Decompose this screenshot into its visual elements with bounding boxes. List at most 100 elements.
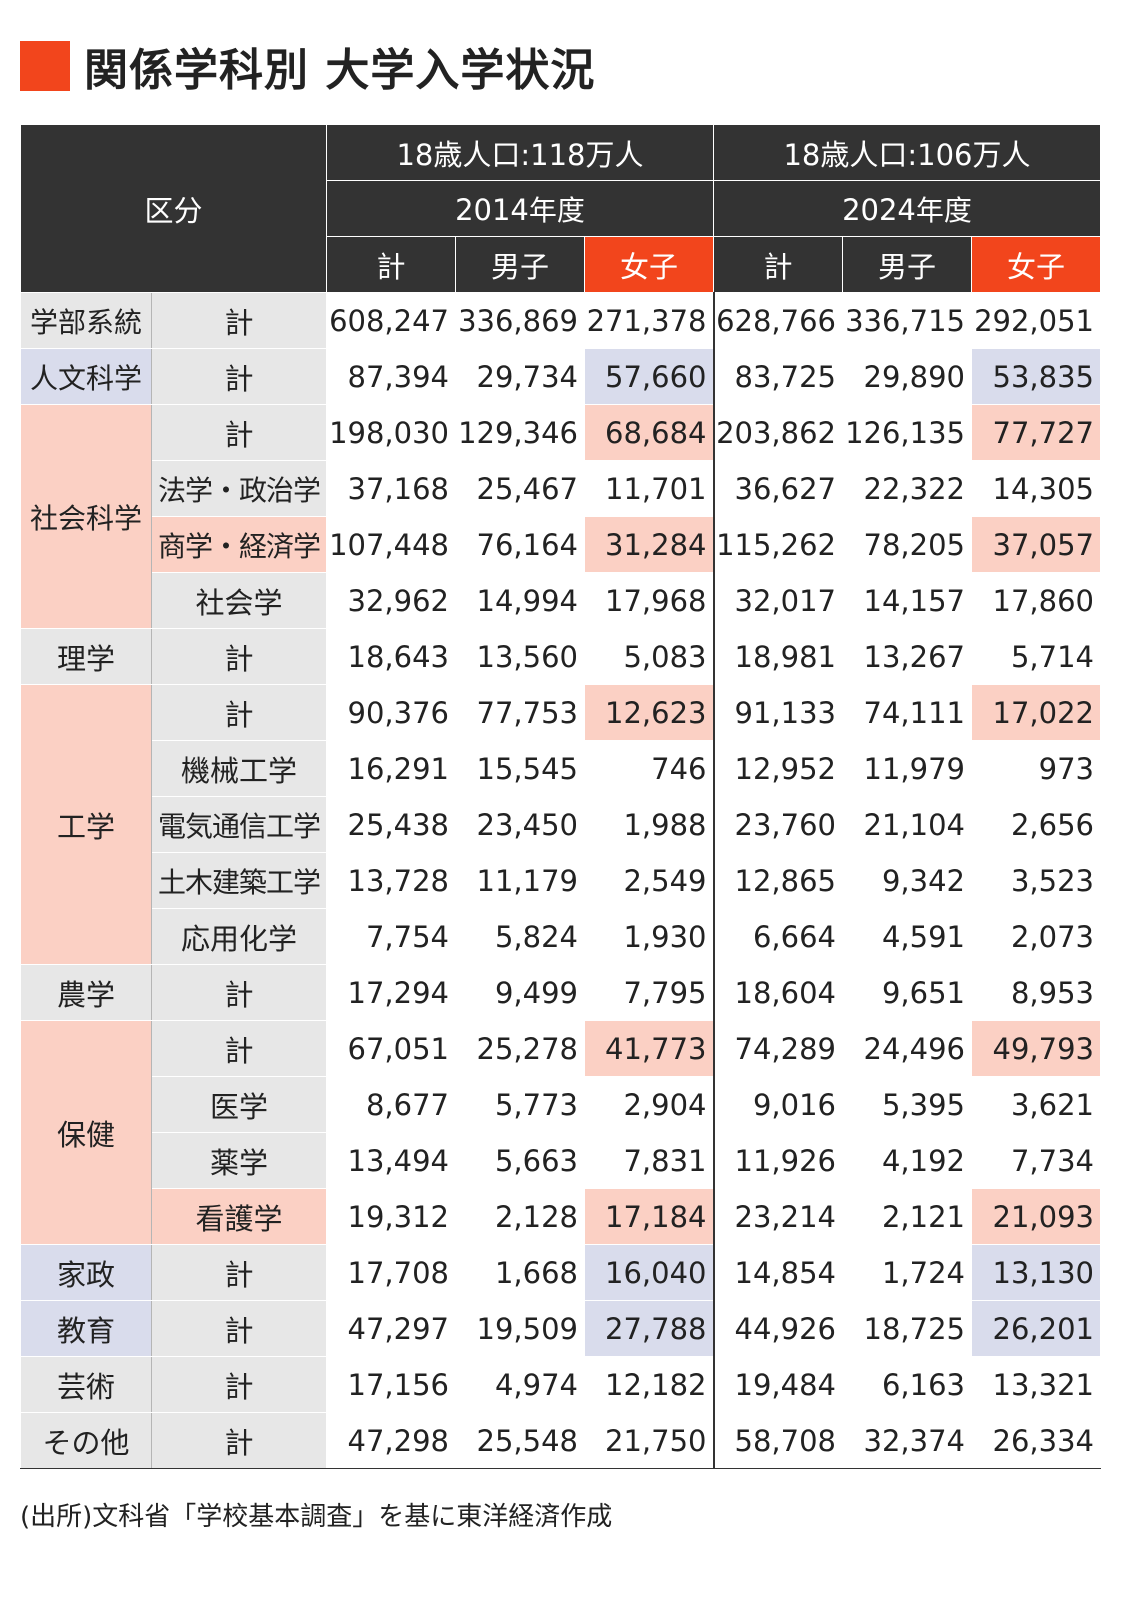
header-year-2014-number: 2014 bbox=[455, 192, 529, 227]
header-population-2014: 18歳人口:118万人 bbox=[326, 124, 714, 181]
table-cell: 37,168 bbox=[326, 460, 456, 517]
subcategory-label: 土木建築工学 bbox=[151, 852, 327, 909]
table-cell: 13,560 bbox=[455, 628, 585, 685]
table-cell: 5,395 bbox=[842, 1076, 972, 1133]
subcategory-label: 薬学 bbox=[151, 1132, 327, 1189]
category-label: その他 bbox=[20, 1412, 152, 1469]
table-cell: 5,824 bbox=[455, 908, 585, 965]
col-header-female-2014: 女子 bbox=[584, 236, 714, 293]
table-row: 電気通信工学 25,438 23,450 1,988 23,760 21,104 2,656 bbox=[21, 796, 1101, 853]
subcategory-label: 商学・経済学 bbox=[151, 516, 327, 573]
table-cell: 25,548 bbox=[455, 1412, 585, 1469]
table-cell: 7,754 bbox=[326, 908, 456, 965]
table-cell: 8,953 bbox=[971, 964, 1101, 1021]
col-header-total-2024: 計 bbox=[713, 236, 843, 293]
header-year-2024-number: 2024 bbox=[842, 192, 916, 227]
table-cell: 2,128 bbox=[455, 1188, 585, 1245]
table-cell: 26,334 bbox=[971, 1412, 1101, 1469]
table-row: 人文科学計 87,394 29,734 57,660 83,725 29,890 53,83… bbox=[20, 348, 1101, 405]
table-cell: 126,135 bbox=[842, 404, 972, 461]
table-row: 法学・政治学 37,168 25,467 11,701 36,627 22,322 14,3… bbox=[21, 460, 1101, 517]
table-cell: 13,494 bbox=[326, 1132, 456, 1189]
table-cell: 17,294 bbox=[326, 964, 456, 1021]
table-cell: 58,708 bbox=[712, 1412, 843, 1469]
table-cell: 1,724 bbox=[842, 1244, 972, 1301]
table-cell: 6,664 bbox=[712, 908, 843, 965]
table-cell: 7,734 bbox=[971, 1132, 1101, 1189]
table-cell: 74,289 bbox=[712, 1020, 843, 1077]
table-cell: 25,438 bbox=[326, 796, 456, 853]
table-cell: 8,677 bbox=[326, 1076, 456, 1133]
table-cell: 25,467 bbox=[455, 460, 585, 517]
category-label: 教育 bbox=[20, 1300, 152, 1357]
table-cell: 2,121 bbox=[842, 1188, 972, 1245]
table-cell: 32,017 bbox=[712, 572, 843, 629]
subcategory-label: 計 bbox=[151, 964, 327, 1021]
title-marker-square bbox=[20, 41, 70, 91]
table-cell: 76,164 bbox=[455, 516, 585, 573]
table-cell: 203,862 bbox=[712, 404, 843, 461]
table-cell: 47,297 bbox=[326, 1300, 456, 1357]
table-cell: 16,040 bbox=[584, 1244, 714, 1301]
table-cell: 23,760 bbox=[712, 796, 843, 853]
data-table: 区分 18歳人口:118万人 18歳人口:106万人 2014年度 2024年度… bbox=[20, 124, 1101, 1469]
table-cell: 31,284 bbox=[584, 516, 714, 573]
table-cell: 29,890 bbox=[842, 348, 972, 405]
header-division: 区分 bbox=[20, 124, 327, 293]
table-cell: 18,643 bbox=[326, 628, 456, 685]
table-cell: 14,305 bbox=[971, 460, 1101, 517]
table-cell: 78,205 bbox=[842, 516, 972, 573]
header-year-2014: 2014年度 bbox=[326, 180, 714, 237]
table-row: 社会科学計 198,030 129,346 68,684 203,862 126,135 7… bbox=[20, 404, 1101, 629]
table-cell: 12,952 bbox=[712, 740, 843, 797]
table-row: 薬学 13,494 5,663 7,831 11,926 4,192 7,734 bbox=[21, 1132, 1101, 1189]
table-row: 機械工学 16,291 15,545 746 12,952 11,979 973 bbox=[21, 740, 1101, 797]
table-cell: 746 bbox=[584, 740, 714, 797]
table-cell: 57,660 bbox=[584, 348, 714, 405]
table-cell: 1,668 bbox=[455, 1244, 585, 1301]
subcategory-label: 社会学 bbox=[151, 572, 327, 629]
table-cell: 13,130 bbox=[971, 1244, 1101, 1301]
col-header-male-2014: 男子 bbox=[455, 236, 585, 293]
table-cell: 36,627 bbox=[712, 460, 843, 517]
header-division-label: 区分 bbox=[144, 193, 203, 228]
table-cell: 11,926 bbox=[712, 1132, 843, 1189]
subcategory-label: 法学・政治学 bbox=[151, 460, 327, 517]
table-row: 社会学 32,962 14,994 17,968 32,017 14,157 17,860 bbox=[21, 572, 1101, 629]
table-cell: 7,831 bbox=[584, 1132, 714, 1189]
subcategory-label: 計 bbox=[151, 1412, 327, 1469]
table-cell: 14,157 bbox=[842, 572, 972, 629]
table-cell: 87,394 bbox=[326, 348, 456, 405]
table-cell: 2,656 bbox=[971, 796, 1101, 853]
table-cell: 19,509 bbox=[455, 1300, 585, 1357]
subcategory-label: 計 bbox=[151, 1300, 327, 1357]
category-label: 保健 bbox=[20, 1020, 152, 1245]
table-cell: 628,766 bbox=[712, 292, 843, 349]
subcategory-label: 機械工学 bbox=[151, 740, 327, 797]
table-row: 応用化学 7,754 5,824 1,930 6,664 4,591 2,073 bbox=[21, 908, 1101, 965]
table-cell: 14,994 bbox=[455, 572, 585, 629]
table-cell: 44,926 bbox=[712, 1300, 843, 1357]
subcategory-label: 看護学 bbox=[151, 1188, 327, 1245]
table-row: 工学計 90,376 77,753 12,623 91,133 74,111 17,022 bbox=[20, 684, 1101, 965]
table-cell: 2,549 bbox=[584, 852, 714, 909]
table-cell: 5,714 bbox=[971, 628, 1101, 685]
table-cell: 41,773 bbox=[584, 1020, 714, 1077]
table-cell: 9,016 bbox=[712, 1076, 843, 1133]
table-cell: 17,156 bbox=[326, 1356, 456, 1413]
table-row: 学部系統計 608,247 336,869 271,378 628,766 336,715… bbox=[20, 292, 1101, 349]
table-cell: 973 bbox=[971, 740, 1101, 797]
table-cell: 198,030 bbox=[326, 404, 456, 461]
subcategory-label: 計 bbox=[151, 684, 327, 741]
table-cell: 1,988 bbox=[584, 796, 714, 853]
table-cell: 336,715 bbox=[842, 292, 972, 349]
table-cell: 12,182 bbox=[584, 1356, 714, 1413]
col-header-female-2024: 女子 bbox=[971, 236, 1101, 293]
table-cell: 11,179 bbox=[455, 852, 585, 909]
table-cell: 18,725 bbox=[842, 1300, 972, 1357]
subcategory-label: 計 bbox=[151, 628, 327, 685]
table-cell: 15,545 bbox=[455, 740, 585, 797]
category-label: 家政 bbox=[20, 1244, 152, 1301]
table-cell: 74,111 bbox=[842, 684, 972, 741]
subcategory-label: 計 bbox=[151, 1356, 327, 1413]
